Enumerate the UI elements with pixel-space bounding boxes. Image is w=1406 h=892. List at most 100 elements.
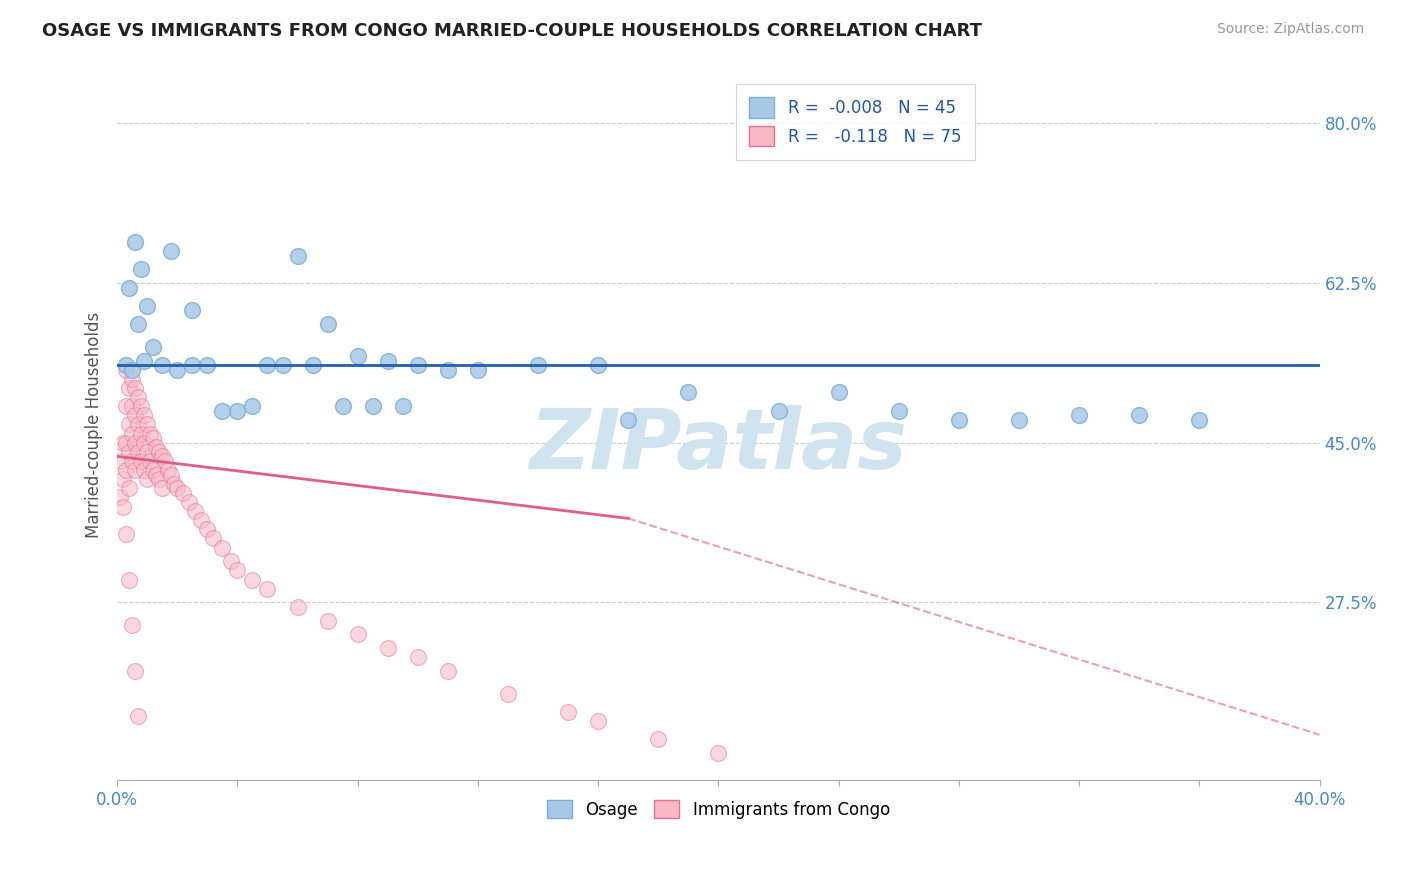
Point	[1188, 413, 1211, 427]
Point	[108, 454, 131, 468]
Point	[406, 358, 429, 372]
Point	[129, 426, 152, 441]
Point	[142, 340, 165, 354]
Point	[139, 426, 162, 441]
Point	[127, 390, 149, 404]
Point	[127, 709, 149, 723]
Point	[160, 244, 183, 258]
Point	[115, 358, 138, 372]
Point	[129, 262, 152, 277]
Point	[112, 472, 135, 486]
Point	[115, 399, 138, 413]
Point	[115, 435, 138, 450]
Point	[157, 463, 180, 477]
Point	[136, 472, 159, 486]
Point	[118, 381, 141, 395]
Point	[136, 417, 159, 432]
Point	[1128, 409, 1150, 423]
Point	[887, 403, 910, 417]
Point	[136, 299, 159, 313]
Point	[139, 454, 162, 468]
Point	[121, 426, 143, 441]
Point	[226, 403, 249, 417]
Point	[112, 435, 135, 450]
Point	[121, 362, 143, 376]
Point	[118, 481, 141, 495]
Point	[145, 440, 167, 454]
Text: ZIPatlas: ZIPatlas	[530, 405, 907, 486]
Point	[129, 399, 152, 413]
Point	[707, 746, 730, 760]
Point	[195, 358, 218, 372]
Point	[155, 454, 177, 468]
Point	[768, 403, 790, 417]
Point	[1008, 413, 1031, 427]
Point	[287, 249, 309, 263]
Point	[437, 664, 460, 678]
Point	[437, 362, 460, 376]
Point	[316, 614, 339, 628]
Point	[124, 409, 146, 423]
Point	[496, 687, 519, 701]
Point	[121, 618, 143, 632]
Point	[134, 463, 156, 477]
Point	[150, 358, 173, 372]
Point	[346, 627, 368, 641]
Point	[406, 650, 429, 665]
Legend: Osage, Immigrants from Congo: Osage, Immigrants from Congo	[540, 793, 897, 825]
Point	[118, 280, 141, 294]
Point	[145, 467, 167, 482]
Point	[115, 362, 138, 376]
Point	[127, 444, 149, 458]
Point	[195, 522, 218, 536]
Point	[346, 349, 368, 363]
Point	[121, 372, 143, 386]
Point	[134, 353, 156, 368]
Point	[467, 362, 489, 376]
Point	[124, 463, 146, 477]
Point	[256, 358, 278, 372]
Point	[121, 399, 143, 413]
Point	[148, 444, 170, 458]
Point	[121, 454, 143, 468]
Point	[617, 413, 640, 427]
Point	[124, 381, 146, 395]
Point	[142, 463, 165, 477]
Text: OSAGE VS IMMIGRANTS FROM CONGO MARRIED-COUPLE HOUSEHOLDS CORRELATION CHART: OSAGE VS IMMIGRANTS FROM CONGO MARRIED-C…	[42, 22, 983, 40]
Point	[827, 385, 849, 400]
Point	[242, 399, 264, 413]
Point	[124, 435, 146, 450]
Point	[557, 705, 579, 719]
Point	[1067, 409, 1090, 423]
Point	[586, 358, 609, 372]
Point	[527, 358, 550, 372]
Point	[271, 358, 294, 372]
Point	[287, 599, 309, 614]
Point	[150, 481, 173, 495]
Point	[211, 403, 233, 417]
Point	[242, 573, 264, 587]
Point	[136, 444, 159, 458]
Point	[118, 573, 141, 587]
Point	[166, 362, 188, 376]
Point	[127, 317, 149, 331]
Point	[211, 541, 233, 555]
Point	[221, 554, 243, 568]
Point	[124, 664, 146, 678]
Point	[172, 486, 194, 500]
Point	[678, 385, 700, 400]
Point	[115, 463, 138, 477]
Point	[118, 444, 141, 458]
Point	[184, 504, 207, 518]
Point	[190, 513, 212, 527]
Point	[134, 435, 156, 450]
Point	[391, 399, 413, 413]
Point	[118, 417, 141, 432]
Point	[202, 532, 225, 546]
Point	[108, 491, 131, 505]
Point	[181, 303, 204, 318]
Point	[134, 409, 156, 423]
Point	[179, 495, 201, 509]
Point	[163, 476, 186, 491]
Point	[948, 413, 970, 427]
